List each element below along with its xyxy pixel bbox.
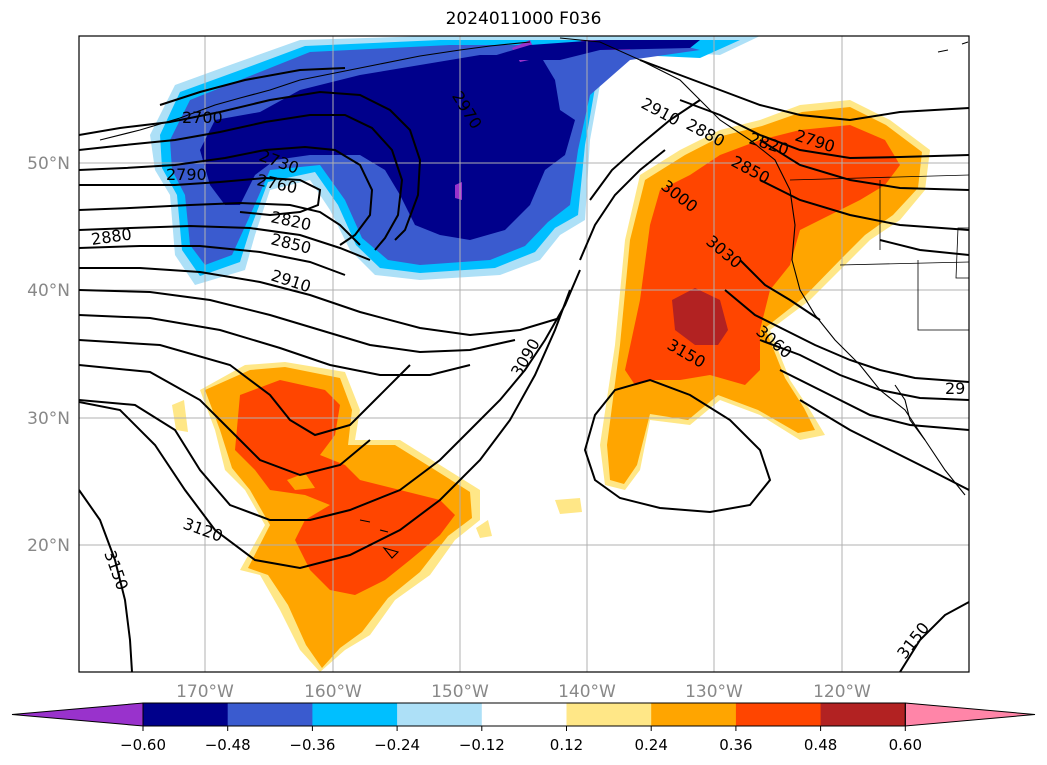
lon-tick-label: 140°W [558, 682, 616, 702]
colorbar-segment [820, 703, 906, 726]
colorbar-segment [651, 703, 737, 726]
colorbar-tick-label: −0.36 [289, 736, 335, 754]
lon-tick-label: 170°W [176, 682, 234, 702]
lon-tick-label: 130°W [685, 682, 743, 702]
colorbar-tick-label: 0.12 [550, 736, 583, 754]
map-panel [79, 36, 969, 672]
contour-label: 2700 [182, 108, 223, 127]
colorbar-tick-label: 0.60 [889, 736, 922, 754]
positive-anomaly-ne-pacific [600, 100, 930, 490]
colorbar-outline [142, 702, 906, 727]
colorbar-segment [397, 703, 483, 726]
lon-tick-label: 120°W [813, 682, 871, 702]
coastlines [99, 37, 969, 559]
lat-tick-label: 30°N [27, 409, 70, 429]
colorbar-segment [312, 703, 398, 726]
colorbar-extend-high [904, 702, 1036, 727]
lat-tick-label: 20°N [27, 536, 70, 556]
map-title: 2024011000 F036 [445, 9, 602, 29]
positive-anomaly-central-pacific [172, 362, 582, 672]
lon-tick-label: 150°W [431, 682, 489, 702]
colorbar-tick-label: −0.24 [374, 736, 420, 754]
graticule [79, 36, 969, 672]
height-contours [79, 59, 969, 672]
colorbar-segment [227, 703, 313, 726]
colorbar-tick-label: −0.12 [459, 736, 505, 754]
colorbar-extend-low [11, 702, 144, 727]
longitude-labels: 170°W 160°W 150°W 140°W 130°W 120°W [176, 682, 871, 702]
map-frame [78, 35, 970, 673]
colorbar-segment [566, 703, 652, 726]
colorbar-tick-label: 0.36 [719, 736, 752, 754]
colorbar-tick-label: −0.48 [205, 736, 251, 754]
contour-label: 2790 [166, 165, 207, 184]
lat-tick-label: 50°N [27, 154, 70, 174]
lon-tick-label: 160°W [304, 682, 362, 702]
latitude-labels: 50°N 40°N 30°N 20°N [27, 154, 70, 556]
contour-label: 29 [945, 379, 965, 398]
negative-anomaly-shading [150, 36, 760, 285]
colorbar-tick-label: −0.60 [120, 736, 166, 754]
colorbar-segment [143, 703, 229, 726]
colorbar-tick-label: 0.24 [634, 736, 667, 754]
colorbar: −0.60 −0.48 −0.36 −0.24 −0.12 0.12 0.24 0.36 0.4… [11, 702, 1036, 754]
colorbar-segment [481, 703, 567, 726]
colorbar-segment [735, 703, 822, 726]
colorbar-tick-label: 0.48 [804, 736, 837, 754]
lat-tick-label: 40°N [27, 281, 70, 301]
